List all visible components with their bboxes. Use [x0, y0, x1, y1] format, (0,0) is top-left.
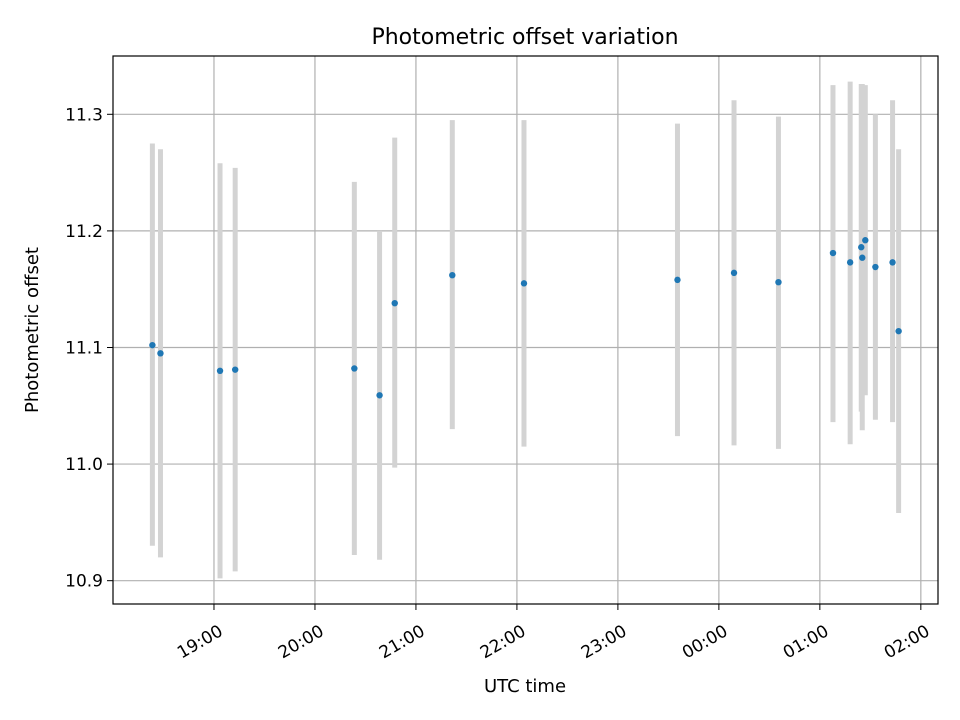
data-point: [829, 249, 837, 257]
data-point: [775, 278, 782, 286]
y-axis-ticks: 10.9 11.0 11.1 11.2 11.3: [65, 105, 113, 592]
data-point: [216, 367, 224, 375]
data-point: [895, 327, 902, 335]
data-point: [231, 366, 239, 373]
chart-title: Photometric offset variation: [371, 25, 678, 50]
data-point: [889, 259, 896, 266]
data-point: [674, 276, 681, 284]
data-point: [859, 254, 866, 261]
y-tick-label: 10.9: [65, 572, 103, 592]
plot-frame: [112, 55, 939, 605]
data-point: [149, 341, 156, 349]
data-point: [846, 259, 854, 266]
data-point: [520, 280, 528, 287]
y-tick-label: 11.3: [65, 105, 103, 125]
data-point: [730, 269, 738, 277]
data-point: [351, 365, 358, 372]
data-point: [391, 299, 398, 307]
data-point: [449, 272, 456, 279]
data-point: [872, 263, 879, 271]
y-tick-label: 11.0: [65, 455, 103, 475]
data-point: [858, 244, 865, 251]
y-axis-label: Photometric offset: [22, 247, 43, 413]
x-axis-label: UTC time: [484, 676, 566, 697]
y-tick-label: 11.2: [65, 222, 103, 242]
data-point: [376, 392, 383, 399]
data-point: [862, 237, 869, 244]
data-point: [157, 350, 164, 357]
grid: [113, 56, 938, 604]
y-tick-label: 11.1: [65, 338, 103, 358]
data-points: [149, 237, 902, 399]
